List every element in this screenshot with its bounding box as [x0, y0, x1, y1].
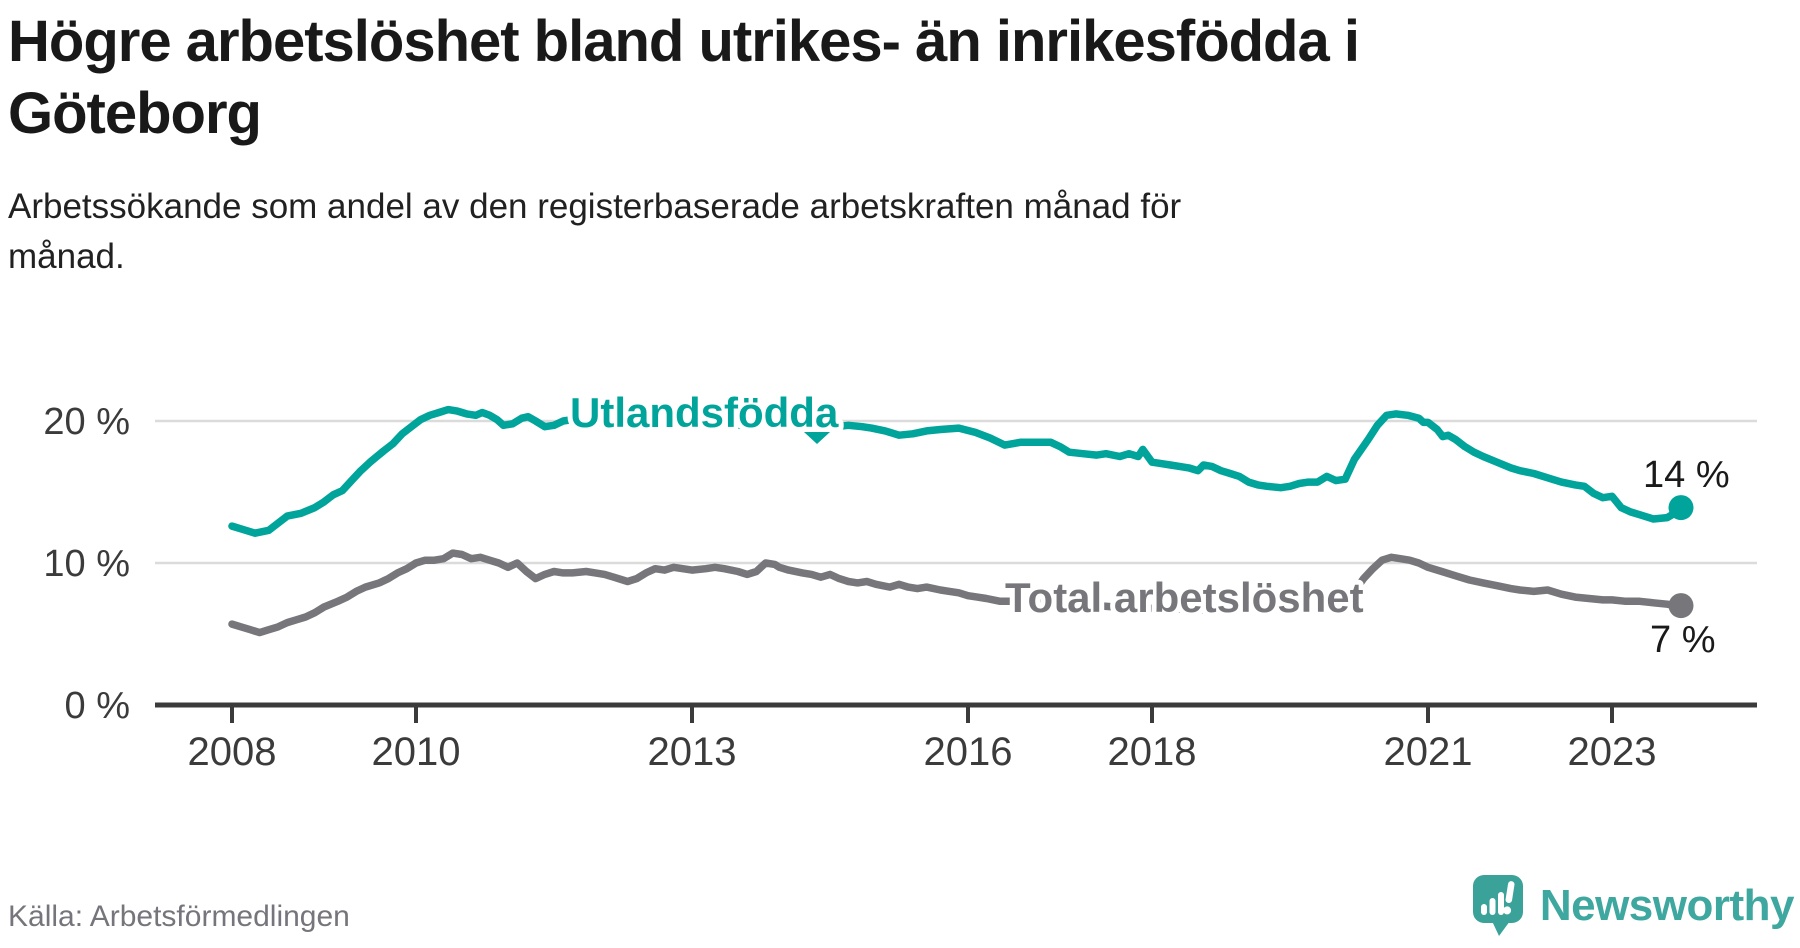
- newsworthy-icon: [1472, 875, 1523, 936]
- y-tick-label-0: 0 %: [65, 685, 130, 727]
- newsworthy-logo[interactable]: Newsworthy: [1468, 872, 1795, 940]
- x-tick-label-2021: 2021: [1384, 730, 1473, 774]
- line-total-arbetsloshet[interactable]: [228, 549, 1685, 637]
- chart-subtitle: Arbetssökande som andel av den registerb…: [8, 182, 1568, 281]
- x-tick-label-2008: 2008: [188, 730, 277, 774]
- x-axis-ticks: [230, 705, 1614, 723]
- end-value-utlandsfodda: 14 %: [1643, 454, 1730, 496]
- y-axis-labels: 0 % 10 % 20 %: [43, 401, 130, 727]
- subtitle-line-1: Arbetssökande som andel av den registerb…: [8, 187, 1182, 226]
- line-utlandsfodda[interactable]: [228, 405, 1685, 537]
- x-tick-label-2023: 2023: [1568, 730, 1657, 774]
- label-caret-icon: [804, 432, 830, 444]
- x-axis-tick-labels: 2008 2010 2013 2016 2018 2021 2023: [188, 730, 1657, 774]
- x-tick-label-2018: 2018: [1108, 730, 1197, 774]
- title-line-2: Göteborg: [8, 80, 262, 146]
- x-tick-label-2016: 2016: [924, 730, 1013, 774]
- x-tick-label-2010: 2010: [372, 730, 461, 774]
- series-label-total: Total arbetslöshet: [1005, 574, 1364, 621]
- endpoint-dot-utlandsfodda[interactable]: [1668, 495, 1694, 521]
- endpoint-dot-total[interactable]: [1668, 593, 1694, 619]
- source-note: Källa: Arbetsförmedlingen: [8, 900, 350, 933]
- page-title: Högre arbetslöshet bland utrikes- än inr…: [8, 6, 1708, 150]
- newsworthy-wordmark: Newsworthy: [1539, 881, 1795, 930]
- x-tick-label-2013: 2013: [648, 730, 737, 774]
- title-line-1: Högre arbetslöshet bland utrikes- än inr…: [8, 9, 1360, 74]
- y-tick-label-10: 10 %: [43, 543, 130, 585]
- y-tick-label-20: 20 %: [43, 401, 130, 443]
- end-value-total: 7 %: [1650, 619, 1715, 661]
- subtitle-line-2: månad.: [8, 236, 125, 276]
- series-label-utlandsfodda: Utlandsfödda: [570, 389, 839, 436]
